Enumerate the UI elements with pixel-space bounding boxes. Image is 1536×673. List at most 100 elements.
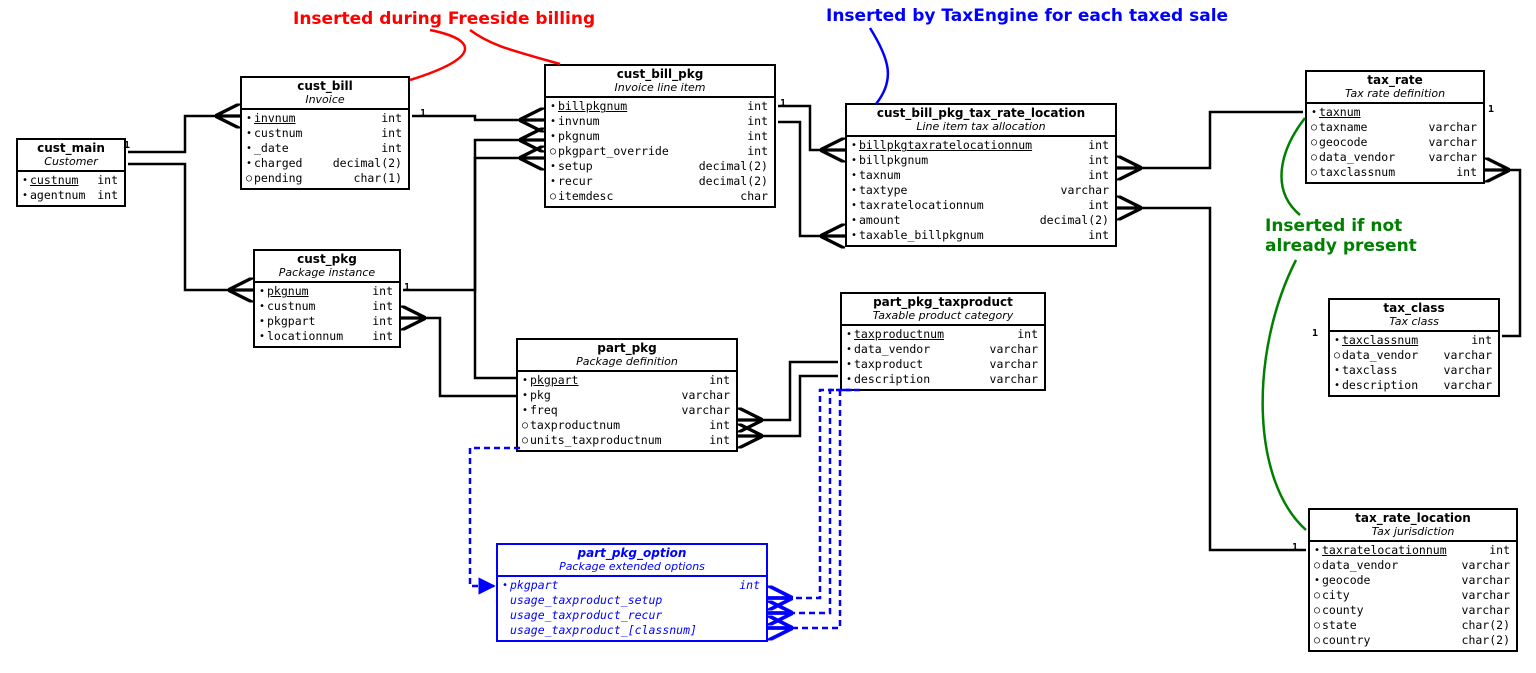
edge-taxprod-partpkg-2 xyxy=(740,376,838,436)
entity-title: cust_main xyxy=(24,142,118,156)
column-row: •taxtypevarchar xyxy=(847,183,1115,198)
entity-columns: •billpkgtaxratelocationnumint•billpkgnum… xyxy=(847,137,1115,245)
column-row: ○pendingchar(1) xyxy=(242,171,408,186)
entity-subtitle: Tax class xyxy=(1336,316,1492,329)
entity-header: cust_bill_pkg Invoice line item xyxy=(546,66,774,98)
column-row: •invnumint xyxy=(242,111,408,126)
edge-taxrate-cbpt xyxy=(1119,112,1303,168)
entity-columns: •invnumint•custnumint•_dateint•chargedde… xyxy=(242,110,408,188)
column-row: •descriptionvarchar xyxy=(1330,378,1498,393)
column-row: •taxnumint xyxy=(847,168,1115,183)
entity-part-pkg: part_pkg Package definition •pkgpartint•… xyxy=(516,338,738,452)
column-row: •billpkgtaxratelocationnumint xyxy=(847,138,1115,153)
cardinality-label: 1 xyxy=(404,282,410,293)
entity-subtitle: Package definition xyxy=(524,356,730,369)
entity-part-pkg-taxproduct: part_pkg_taxproduct Taxable product cate… xyxy=(840,292,1046,391)
column-row: •locationnumint xyxy=(255,329,399,344)
column-row: ○cityvarchar xyxy=(1310,588,1516,603)
entity-title: cust_bill_pkg xyxy=(552,68,768,82)
entity-header: tax_class Tax class xyxy=(1330,300,1498,332)
entity-subtitle: Tax rate definition xyxy=(1313,88,1477,101)
edge-partpkg-custpkg xyxy=(403,318,516,396)
column-row: •chargeddecimal(2) xyxy=(242,156,408,171)
column-row: •pkgpartint xyxy=(518,373,736,388)
column-row: ○taxnamevarchar xyxy=(1307,120,1483,135)
column-row: •setupdecimal(2) xyxy=(546,159,774,174)
entity-title: tax_rate xyxy=(1313,74,1477,88)
edge-custpkg-cbp xyxy=(403,140,542,290)
edge-taxprod-ppo-1 xyxy=(770,390,844,598)
entity-columns: •taxclassnumint○data_vendorvarchar•taxcl… xyxy=(1330,332,1498,395)
entity-title: cust_bill xyxy=(248,80,402,94)
cardinality-label: 1 xyxy=(1312,328,1318,339)
entity-header: cust_main Customer xyxy=(18,140,124,172)
column-row: •taxable_billpkgnumint xyxy=(847,228,1115,243)
column-row: •invnumint xyxy=(546,114,774,129)
column-row: ○statechar(2) xyxy=(1310,618,1516,633)
column-row: usage_taxproduct_recur xyxy=(498,608,766,623)
cardinality-label: 1 xyxy=(1488,104,1494,115)
entity-part-pkg-option: part_pkg_option Package extended options… xyxy=(496,543,768,642)
edge-taxprod-ppo-3 xyxy=(770,390,860,628)
entity-subtitle: Taxable product category xyxy=(848,310,1038,323)
edge-custbill-cbp xyxy=(412,116,542,120)
column-row: •taxclassnumint xyxy=(1330,333,1498,348)
column-row: •taxnum xyxy=(1307,105,1483,120)
entity-cust-bill-pkg: cust_bill_pkg Invoice line item •billpkg… xyxy=(544,64,776,208)
entity-header: cust_pkg Package instance xyxy=(255,251,399,283)
entity-cust-pkg: cust_pkg Package instance •pkgnumint•cus… xyxy=(253,249,401,348)
column-row: ○pkgpart_overrideint xyxy=(546,144,774,159)
column-row: •freqvarchar xyxy=(518,403,736,418)
entity-header: part_pkg Package definition xyxy=(518,340,736,372)
anno-green-curve-2 xyxy=(1263,260,1306,530)
column-row: ○countrychar(2) xyxy=(1310,633,1516,648)
entity-header: part_pkg_taxproduct Taxable product cate… xyxy=(842,294,1044,326)
annotation-red: Inserted during Freeside billing xyxy=(293,9,595,29)
column-row: ○data_vendorvarchar xyxy=(1307,150,1483,165)
entity-subtitle: Tax jurisdiction xyxy=(1316,526,1510,539)
column-row: ○data_vendorvarchar xyxy=(1330,348,1498,363)
entity-header: tax_rate_location Tax jurisdiction xyxy=(1310,510,1516,542)
entity-subtitle: Invoice xyxy=(248,94,402,107)
entity-header: part_pkg_option Package extended options xyxy=(498,545,766,577)
column-row: •agentnumint xyxy=(18,188,124,203)
entity-subtitle: Package instance xyxy=(261,267,393,280)
anno-red-curve-2 xyxy=(470,30,560,64)
entity-header: cust_bill Invoice xyxy=(242,78,408,110)
column-row: •taxratelocationnumint xyxy=(1310,543,1516,558)
column-row: •pkgvarchar xyxy=(518,388,736,403)
column-row: •custnumint xyxy=(18,173,124,188)
edge-trl-cbpt xyxy=(1119,208,1306,550)
entity-cust-bill-pkg-tax-rate-location: cust_bill_pkg_tax_rate_location Line ite… xyxy=(845,103,1117,247)
edge-custmain-custbill xyxy=(128,116,238,152)
edge-custmain-custpkg xyxy=(128,164,251,290)
entity-cust-main: cust_main Customer •custnumint•agentnumi… xyxy=(16,138,126,207)
entity-subtitle: Package extended options xyxy=(504,561,760,574)
entity-columns: •billpkgnumint•invnumint•pkgnumint○pkgpa… xyxy=(546,98,774,206)
column-row: •billpkgnumint xyxy=(546,99,774,114)
entity-title: cust_pkg xyxy=(261,253,393,267)
edge-cbp-cbpt-1 xyxy=(778,106,843,150)
column-row: •pkgnumint xyxy=(255,284,399,299)
annotation-blue: Inserted by TaxEngine for each taxed sal… xyxy=(826,6,1228,26)
entity-tax-rate: tax_rate Tax rate definition •taxnum○tax… xyxy=(1305,70,1485,184)
column-row: •amountdecimal(2) xyxy=(847,213,1115,228)
entity-columns: •taxratelocationnumint○data_vendorvarcha… xyxy=(1310,542,1516,650)
column-row: •pkgnumint xyxy=(546,129,774,144)
column-row: usage_taxproduct_[classnum] xyxy=(498,623,766,638)
cardinality-label: 1 xyxy=(1292,542,1298,553)
column-row: •taxclassvarchar xyxy=(1330,363,1498,378)
column-row: ○geocodevarchar xyxy=(1307,135,1483,150)
column-row: ○itemdescchar xyxy=(546,189,774,204)
cardinality-label: 1 xyxy=(420,108,426,119)
column-row: •data_vendorvarchar xyxy=(842,342,1044,357)
column-row: •taxproductnumint xyxy=(842,327,1044,342)
column-row: •taxproductvarchar xyxy=(842,357,1044,372)
edge-taxprod-ppo-2 xyxy=(770,390,852,613)
column-row: ○taxclassnumint xyxy=(1307,165,1483,180)
entity-title: part_pkg_taxproduct xyxy=(848,296,1038,310)
cardinality-label: 1 xyxy=(124,140,130,151)
column-row: •recurdecimal(2) xyxy=(546,174,774,189)
column-row: •geocodevarchar xyxy=(1310,573,1516,588)
entity-header: tax_rate Tax rate definition xyxy=(1307,72,1483,104)
